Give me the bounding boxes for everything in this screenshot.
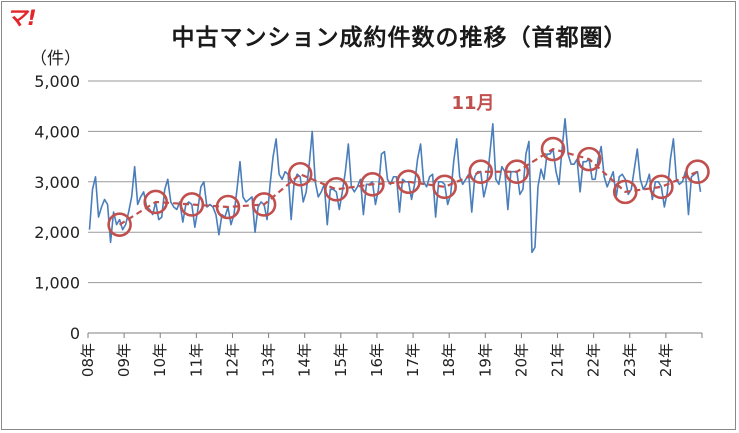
november-point — [432, 174, 457, 200]
x-tick-label: 13年 — [260, 343, 278, 377]
logo: マ! — [6, 6, 37, 30]
november-point — [468, 159, 494, 185]
x-tick-label: 16年 — [368, 343, 386, 377]
november-point — [576, 146, 602, 172]
x-tick-label: 10年 — [151, 343, 169, 377]
y-tick-label: 2,000 — [34, 223, 80, 242]
x-tick-label: 20年 — [512, 343, 530, 377]
november-point — [143, 189, 169, 215]
x-tick-label: 11年 — [187, 343, 205, 377]
chart-title: 中古マンション成約件数の推移（首都圏） — [171, 25, 628, 51]
series-annotation: 11月 — [451, 93, 494, 114]
x-tick-label: 14年 — [296, 343, 314, 377]
november-point — [396, 169, 421, 195]
x-tick-label: 21年 — [549, 343, 567, 377]
november-point — [215, 194, 241, 220]
november-point — [324, 177, 349, 202]
x-tick-label: 12年 — [223, 343, 241, 377]
y-tick-label: 0 — [70, 324, 80, 343]
november-point — [107, 212, 132, 237]
y-tick-label: 3,000 — [34, 173, 80, 192]
x-tick-label: 08年 — [79, 343, 97, 377]
november-point — [540, 136, 566, 162]
november-point — [179, 192, 205, 217]
y-tick-label: 1,000 — [34, 274, 80, 293]
y-axis-unit-label: （件） — [30, 49, 81, 69]
x-tick-label: 18年 — [440, 343, 458, 377]
november-point — [685, 159, 710, 185]
x-tick-label: 17年 — [404, 343, 422, 377]
x-tick-label: 23年 — [621, 343, 639, 377]
november-point — [612, 179, 638, 205]
november-point — [649, 174, 674, 200]
x-tick-label: 15年 — [332, 343, 350, 377]
november-point — [504, 159, 530, 185]
november-point — [287, 161, 313, 187]
november-point — [251, 192, 277, 217]
x-tick-label: 19年 — [476, 343, 494, 377]
x-tick-label: 24年 — [657, 343, 675, 377]
series-line-november — [119, 147, 698, 226]
y-tick-label: 5,000 — [34, 72, 80, 91]
november-point — [360, 172, 385, 197]
x-tick-label: 22年 — [585, 343, 603, 377]
x-tick-label: 09年 — [115, 343, 133, 377]
y-tick-label: 4,000 — [34, 122, 80, 141]
